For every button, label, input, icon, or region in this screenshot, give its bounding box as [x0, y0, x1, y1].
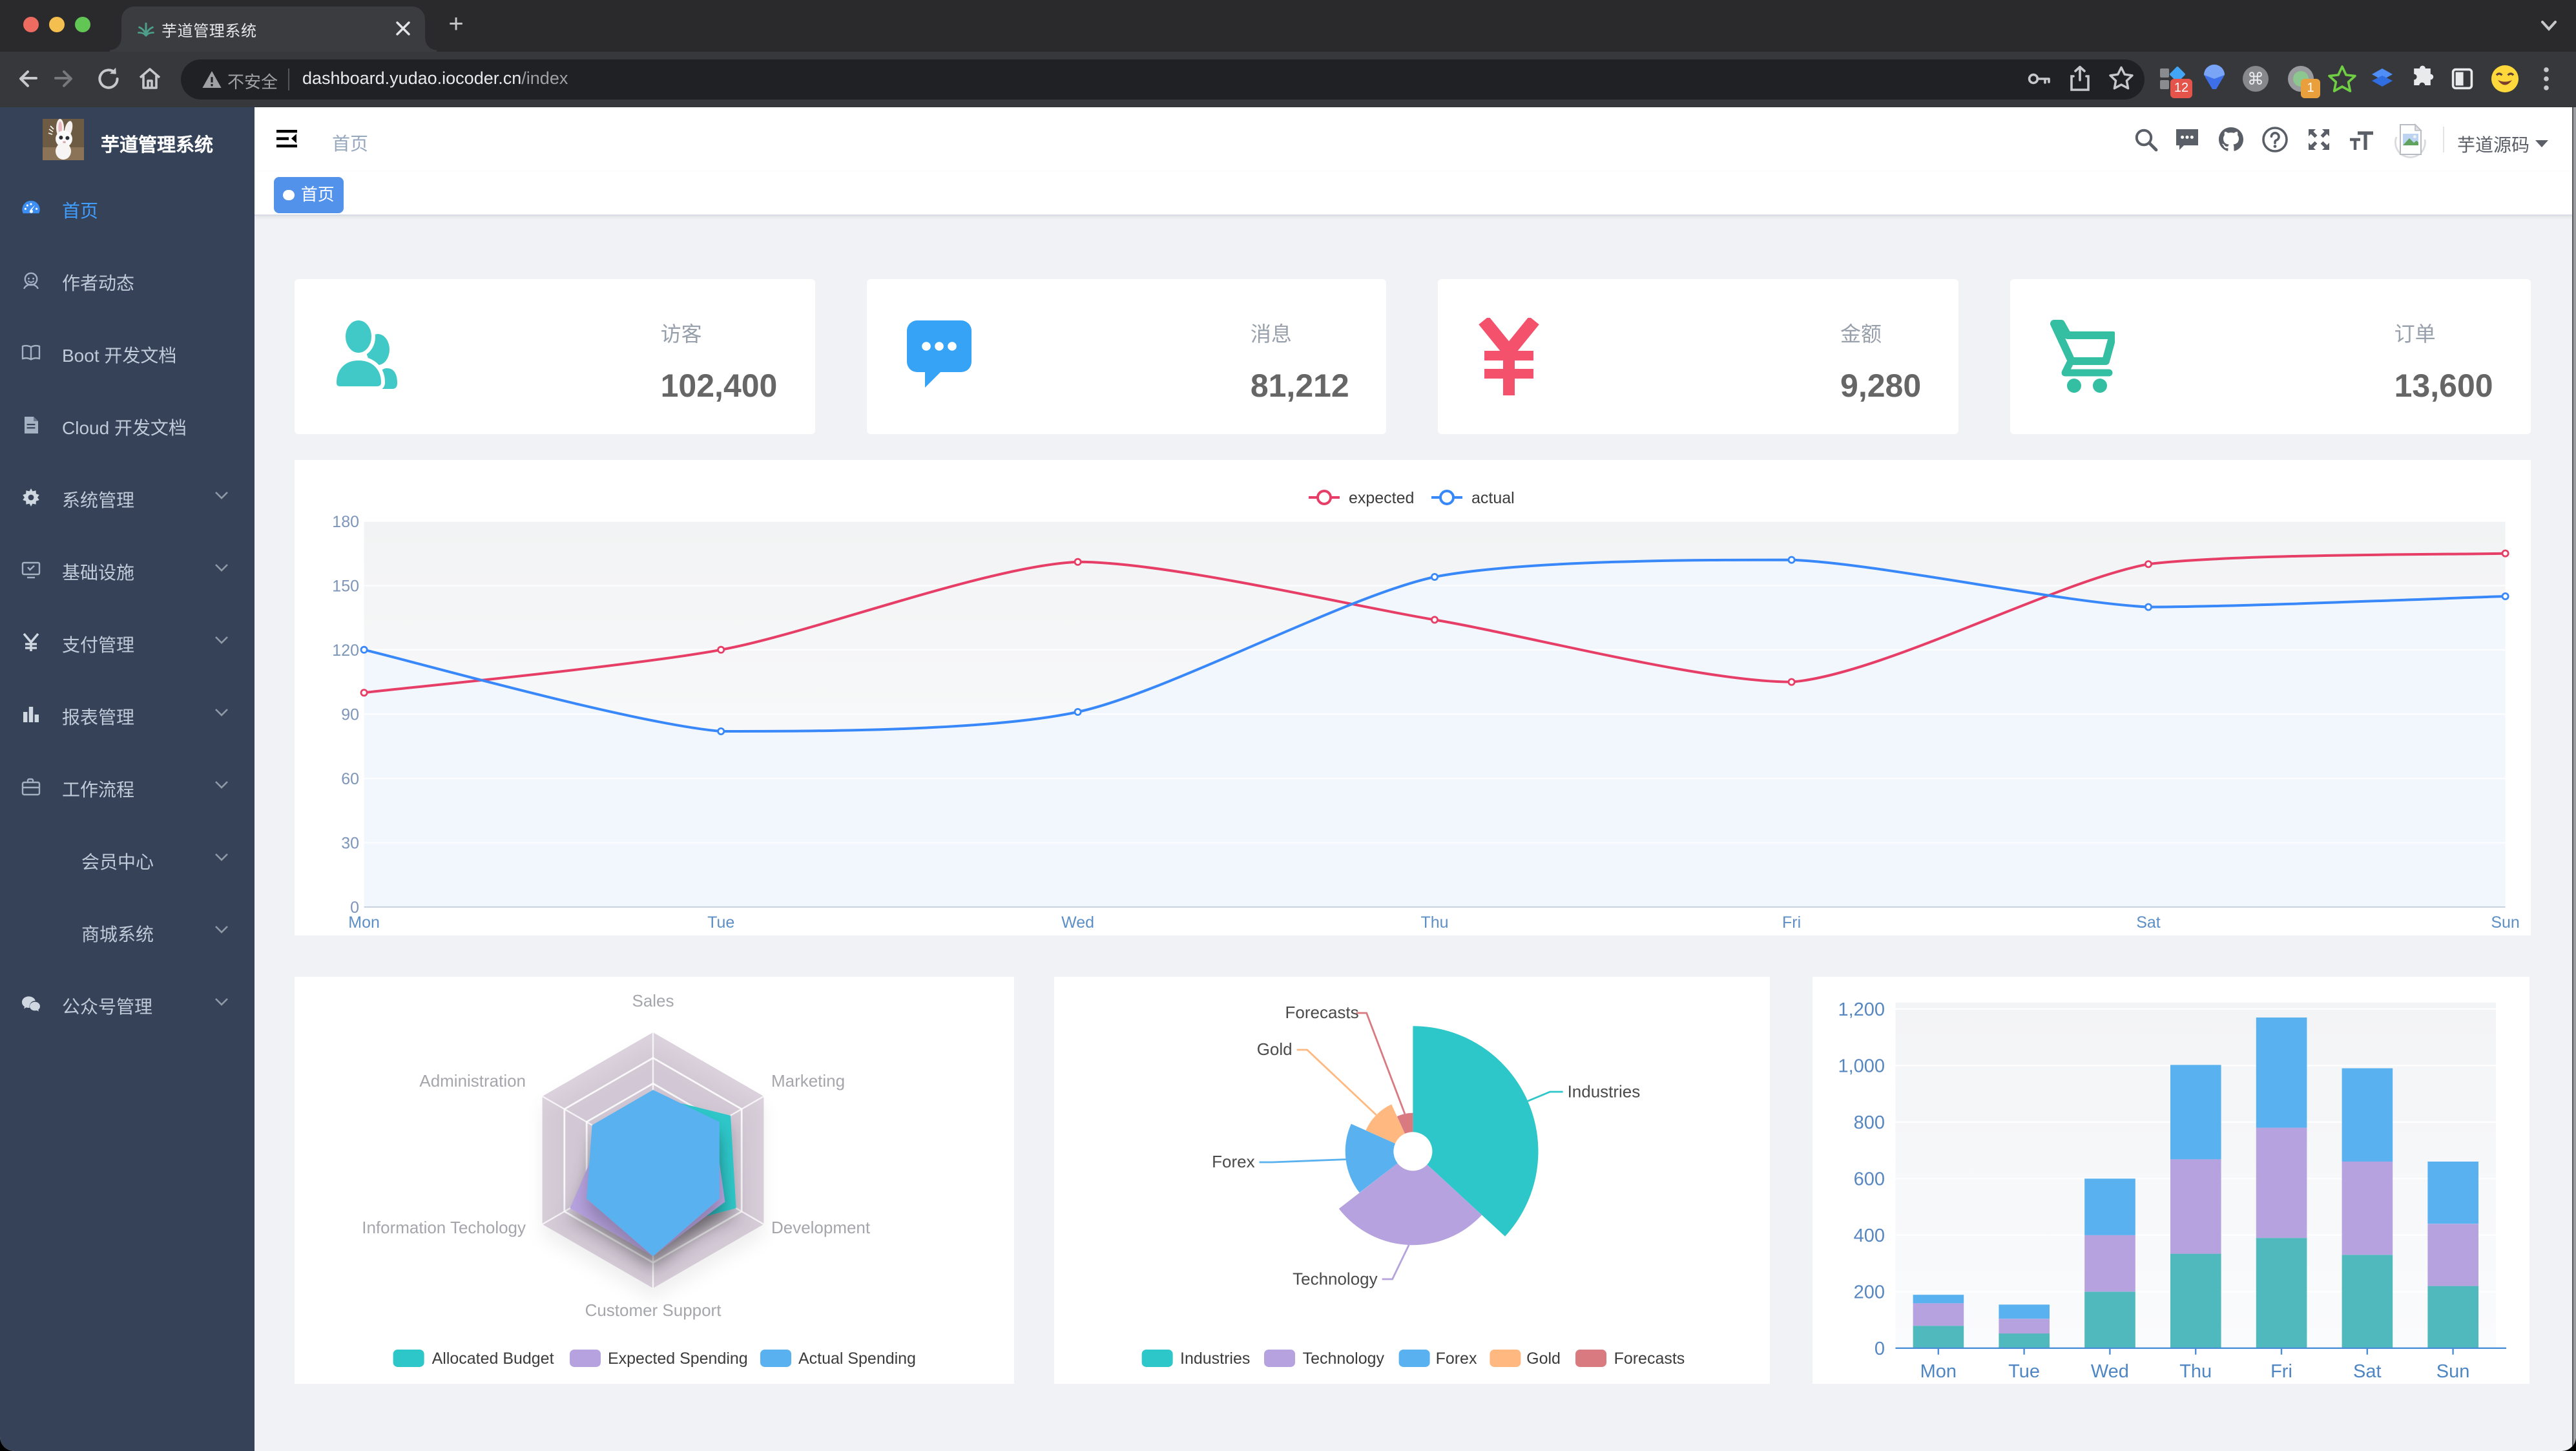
svg-text:Customer Support: Customer Support [585, 1300, 722, 1320]
svg-text:Forecasts: Forecasts [1614, 1350, 1685, 1368]
svg-text:Wed: Wed [1061, 913, 1094, 932]
svg-text:800: 800 [1854, 1112, 1885, 1133]
svg-text:Gold: Gold [1527, 1350, 1561, 1368]
svg-text:Development: Development [771, 1218, 871, 1237]
svg-text:30: 30 [341, 834, 359, 852]
svg-text:0: 0 [350, 899, 359, 917]
svg-text:Information Techology: Information Techology [362, 1218, 526, 1237]
svg-text:Tue: Tue [2008, 1361, 2040, 1382]
svg-text:Mon: Mon [1920, 1361, 1957, 1382]
svg-text:Sat: Sat [2136, 913, 2161, 932]
svg-text:Technology: Technology [1303, 1350, 1385, 1368]
svg-text:Forecasts: Forecasts [1285, 1003, 1359, 1022]
svg-text:150: 150 [332, 577, 359, 595]
svg-text:⌘: ⌘ [2247, 69, 2264, 89]
svg-text:Sun: Sun [2436, 1361, 2470, 1382]
svg-text:Forex: Forex [1212, 1152, 1255, 1171]
svg-text:Administration: Administration [419, 1071, 526, 1091]
svg-text:1,000: 1,000 [1838, 1056, 1885, 1076]
svg-text:180: 180 [332, 513, 359, 531]
svg-text:Technology: Technology [1293, 1269, 1378, 1289]
svg-text:Thu: Thu [2179, 1361, 2212, 1382]
svg-text:Allocated Budget: Allocated Budget [432, 1350, 554, 1368]
svg-text:Sun: Sun [2491, 913, 2519, 932]
svg-text:400: 400 [1854, 1226, 1885, 1246]
svg-text:Thu: Thu [1420, 913, 1448, 932]
svg-text:Mon: Mon [348, 913, 380, 932]
svg-text:Sat: Sat [2353, 1361, 2382, 1382]
svg-text:Sales: Sales [632, 991, 674, 1010]
svg-text:1,200: 1,200 [1838, 999, 1885, 1020]
svg-text:Marketing: Marketing [771, 1071, 845, 1091]
svg-text:60: 60 [341, 770, 359, 788]
svg-text:expected: expected [1349, 489, 1414, 507]
svg-text:Wed: Wed [2091, 1361, 2129, 1382]
svg-text:Forex: Forex [1436, 1350, 1477, 1368]
svg-text:Industries: Industries [1180, 1350, 1250, 1368]
svg-text:Fri: Fri [1782, 913, 1801, 932]
svg-text:Actual Spending: Actual Spending [798, 1350, 916, 1368]
svg-text:600: 600 [1854, 1169, 1885, 1189]
svg-text:200: 200 [1854, 1282, 1885, 1302]
svg-text:Tue: Tue [707, 913, 734, 932]
svg-text:Fri: Fri [2270, 1361, 2292, 1382]
svg-text:0: 0 [1875, 1339, 1885, 1359]
svg-text:Expected Spending: Expected Spending [608, 1350, 748, 1368]
svg-text:90: 90 [341, 705, 359, 724]
svg-text:Industries: Industries [1568, 1082, 1641, 1101]
svg-text:120: 120 [332, 642, 359, 660]
svg-text:actual: actual [1471, 489, 1515, 507]
svg-text:Gold: Gold [1257, 1039, 1293, 1059]
